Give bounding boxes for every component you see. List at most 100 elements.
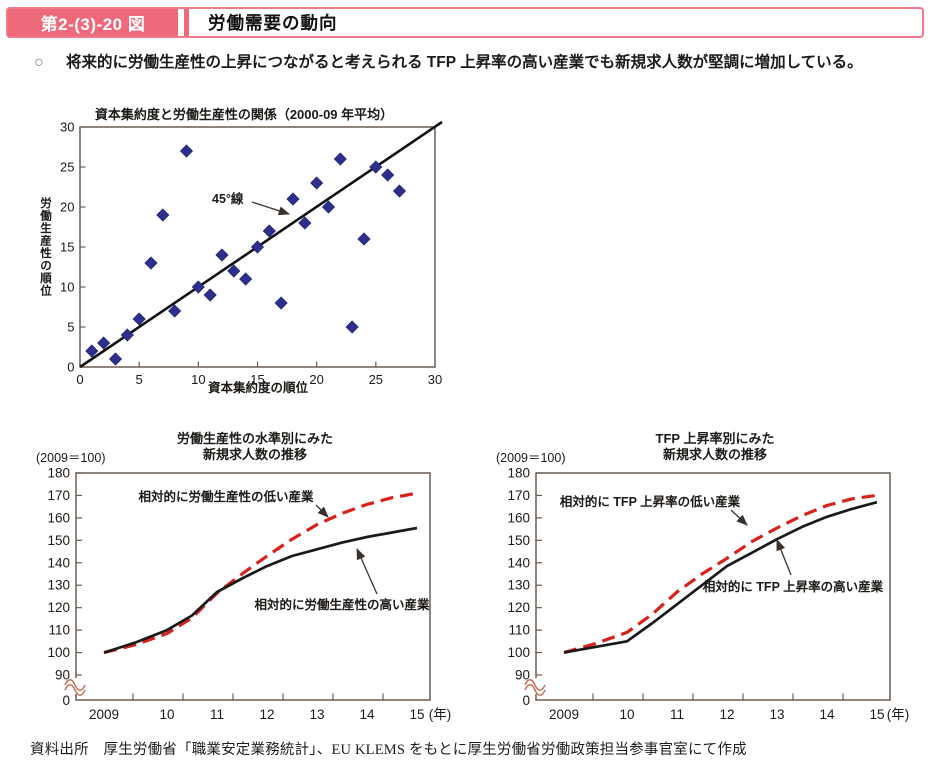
scatter-point bbox=[250, 240, 265, 254]
scatter-point bbox=[132, 312, 146, 326]
y-tick-label: 180 bbox=[47, 466, 70, 481]
right-series-low-arrow bbox=[730, 509, 748, 526]
right-series-low-label: 相対的に TFP 上昇率の低い産業 bbox=[560, 494, 741, 509]
y-tick-label: 170 bbox=[47, 488, 70, 503]
source-note: 資料出所 厚生労働省「職業安定業務統計」、EU KLEMS をもとに厚生労働省労… bbox=[30, 742, 747, 758]
left-chart-unit-note: (2009＝100) bbox=[36, 451, 106, 465]
x-tick-label: 20 bbox=[309, 372, 323, 387]
scatter-point bbox=[179, 144, 194, 158]
scatter-y-axis-label-char: 性 bbox=[40, 246, 52, 260]
scatter-point bbox=[357, 232, 371, 246]
right-x-axis-suffix: (年) bbox=[887, 707, 910, 722]
y-tick-label: 90 bbox=[515, 667, 530, 682]
lead-paragraph: ○ 将来的に労働生産性の上昇につながると考えられる TFP 上昇率の高い産業でも… bbox=[34, 51, 906, 74]
x-tick-label: 11 bbox=[670, 707, 684, 722]
right-series-high-arrow bbox=[776, 538, 792, 576]
scatter-point bbox=[144, 256, 158, 270]
x-tick-label: 11 bbox=[210, 707, 224, 722]
y-tick-label: 140 bbox=[507, 555, 530, 570]
left-chart-frame bbox=[75, 472, 431, 701]
scatter-y-axis-label-char: 労 bbox=[40, 196, 52, 210]
y-tick-label: 100 bbox=[47, 645, 70, 660]
scatter-y-axis-label-char: の bbox=[40, 260, 52, 273]
y-tick-label: 150 bbox=[47, 533, 70, 548]
left-series-low-arrow bbox=[315, 504, 329, 518]
scatter-point bbox=[191, 280, 205, 294]
x-tick-label: 2009 bbox=[549, 707, 579, 722]
y-tick-label: 180 bbox=[507, 466, 530, 481]
scatter-title: 資本集約度と労働生産性の関係（2000-09 年平均） bbox=[95, 107, 393, 122]
figure-number-badge: 第2-(3)-20 図 bbox=[8, 9, 178, 36]
y-tick-label: 130 bbox=[47, 578, 70, 593]
scatter-point bbox=[203, 288, 217, 302]
y-tick-label: 100 bbox=[507, 645, 530, 660]
left-chart-title-line2: 新規求人数の推移 bbox=[203, 447, 307, 462]
x-tick-label: 15 bbox=[869, 707, 884, 722]
scatter-point bbox=[369, 160, 383, 174]
x-tick-label: 12 bbox=[259, 707, 274, 722]
x-tick-label: 5 bbox=[136, 372, 143, 387]
y-tick-label: 110 bbox=[48, 623, 70, 638]
y-tick-label: 170 bbox=[507, 488, 530, 503]
series-line-high bbox=[103, 526, 418, 654]
y-tick-label: 110 bbox=[508, 623, 530, 638]
45-degree-annotation-arrow bbox=[251, 201, 291, 216]
right-chart-frame bbox=[535, 472, 891, 701]
left-series-high-label: 相対的に労働生産性の高い産業 bbox=[254, 597, 430, 612]
scatter-point bbox=[215, 248, 229, 262]
right-y-base-label: 0 bbox=[522, 693, 530, 708]
scatter-point bbox=[321, 200, 336, 214]
left-axis-break-squiggle bbox=[64, 684, 86, 696]
figure-title-bar: 第2-(3)-20 図 労働需要の動向 bbox=[6, 7, 924, 38]
x-tick-label: 14 bbox=[359, 707, 375, 722]
series-line-low bbox=[103, 491, 418, 655]
y-tick-label: 90 bbox=[55, 667, 70, 682]
y-tick-label: 120 bbox=[507, 600, 530, 615]
scatter-x-axis-label: 資本集約度の順位 bbox=[208, 380, 309, 395]
x-tick-label: 2009 bbox=[89, 707, 119, 722]
scatter-point bbox=[381, 168, 395, 182]
x-tick-label: 10 bbox=[159, 707, 174, 722]
line-chart-productivity-level: 労働生産性の水準別にみた 新規求人数の推移 (2009＝100) 180 170 1… bbox=[36, 431, 451, 723]
scatter-y-axis-label-char: 働 bbox=[39, 209, 52, 223]
scatter-point bbox=[156, 208, 170, 222]
bullet-circle: ○ bbox=[34, 54, 44, 71]
scatter-point bbox=[262, 224, 276, 238]
scatter-point bbox=[168, 304, 182, 318]
figure-title: 労働需要の動向 bbox=[208, 13, 338, 33]
y-tick-label: 150 bbox=[507, 533, 530, 548]
scatter-point bbox=[120, 328, 134, 342]
scatter-point bbox=[97, 336, 111, 350]
scatter-point bbox=[310, 176, 324, 190]
scatter-y-axis-label-char: 位 bbox=[40, 284, 52, 298]
scatter-point bbox=[298, 216, 312, 230]
series-line-high bbox=[563, 500, 878, 654]
y-tick-label: 0 bbox=[67, 360, 74, 375]
x-tick-label: 15 bbox=[409, 707, 424, 722]
y-tick-label: 20 bbox=[60, 200, 74, 215]
series-line-low bbox=[563, 493, 878, 655]
scatter-y-axis-label-char: 産 bbox=[40, 234, 52, 248]
x-tick-label: 10 bbox=[619, 707, 634, 722]
scatter-point bbox=[108, 352, 123, 366]
x-tick-label: 13 bbox=[309, 707, 324, 722]
right-series-high-label: 相対的に TFP 上昇率の高い産業 bbox=[703, 579, 884, 594]
left-series-high-arrow bbox=[356, 547, 378, 595]
y-tick-label: 5 bbox=[67, 320, 74, 335]
y-tick-label: 25 bbox=[60, 160, 74, 175]
scatter-point bbox=[274, 296, 288, 310]
x-tick-label: 13 bbox=[769, 707, 784, 722]
x-tick-label: 12 bbox=[719, 707, 734, 722]
y-tick-label: 140 bbox=[47, 555, 70, 570]
right-chart-title-line1: TFP 上昇率別にみた bbox=[656, 431, 775, 446]
y-tick-label: 120 bbox=[47, 600, 70, 615]
left-axis-break-squiggle bbox=[64, 679, 86, 691]
y-tick-label: 15 bbox=[60, 240, 74, 255]
lead-text: 将来的に労働生産性の上昇につながると考えられる TFP 上昇率の高い産業でも新規… bbox=[66, 54, 863, 71]
right-chart-title-line2: 新規求人数の推移 bbox=[663, 447, 767, 462]
left-series-low-label: 相対的に労働生産性の低い産業 bbox=[138, 489, 314, 504]
45-degree-line-label: 45°線 bbox=[212, 191, 244, 206]
